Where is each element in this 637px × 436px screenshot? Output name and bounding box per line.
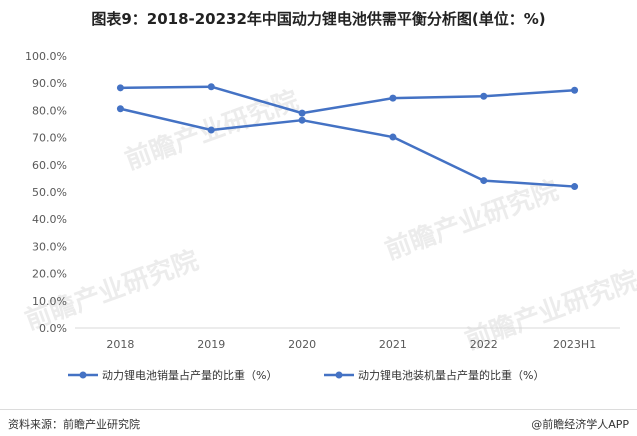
data-point bbox=[389, 94, 397, 102]
x-tick-label: 2023H1 bbox=[553, 338, 596, 351]
data-point bbox=[298, 109, 306, 117]
data-point bbox=[298, 116, 306, 124]
legend-label: 动力锂电池装机量占产量的比重（%） bbox=[358, 368, 544, 382]
y-tick-label: 60.0% bbox=[32, 159, 67, 172]
series-line-2 bbox=[120, 107, 575, 188]
y-tick-label: 70.0% bbox=[32, 132, 67, 145]
y-tick-label: 10.0% bbox=[32, 295, 67, 308]
y-tick-label: 40.0% bbox=[32, 213, 67, 226]
data-point bbox=[480, 92, 488, 100]
credit-text: @前瞻经济学人APP bbox=[531, 418, 629, 431]
x-tick-label: 2019 bbox=[197, 338, 225, 351]
y-tick-label: 80.0% bbox=[32, 104, 67, 117]
line-chart: 0.0% 10.0% 20.0% 30.0% 40.0% 50.0% 60.0% 70.0% 8… bbox=[25, 50, 620, 382]
y-tick-label: 50.0% bbox=[32, 186, 67, 199]
data-point bbox=[116, 105, 124, 113]
data-point bbox=[207, 126, 215, 134]
x-tick-label: 2021 bbox=[379, 338, 407, 351]
y-tick-label: 90.0% bbox=[32, 77, 67, 90]
y-tick-label: 100.0% bbox=[25, 50, 67, 63]
y-tick-label: 0.0% bbox=[39, 322, 67, 335]
chart-title: 图表9：2018-20232年中国动力锂电池供需平衡分析图(单位：%) bbox=[91, 10, 546, 28]
data-point bbox=[480, 177, 488, 185]
data-point bbox=[571, 183, 579, 191]
data-point bbox=[116, 84, 124, 92]
source-text: 资料来源：前瞻产业研究院 bbox=[8, 418, 140, 431]
y-tick-label: 20.0% bbox=[32, 268, 67, 281]
footer: 资料来源：前瞻产业研究院 @前瞻经济学人APP bbox=[0, 409, 637, 436]
legend-label: 动力锂电池销量占产量的比重（%） bbox=[102, 368, 277, 382]
x-tick-label: 2020 bbox=[288, 338, 316, 351]
x-tick-label: 2018 bbox=[106, 338, 134, 351]
data-point bbox=[571, 86, 579, 94]
legend-swatch-marker bbox=[335, 371, 343, 379]
y-tick-label: 30.0% bbox=[32, 240, 67, 253]
data-point bbox=[207, 83, 215, 91]
series-line-1 bbox=[120, 85, 575, 115]
data-point bbox=[389, 133, 397, 141]
x-tick-label: 2022 bbox=[470, 338, 498, 351]
legend-swatch-marker bbox=[79, 371, 87, 379]
